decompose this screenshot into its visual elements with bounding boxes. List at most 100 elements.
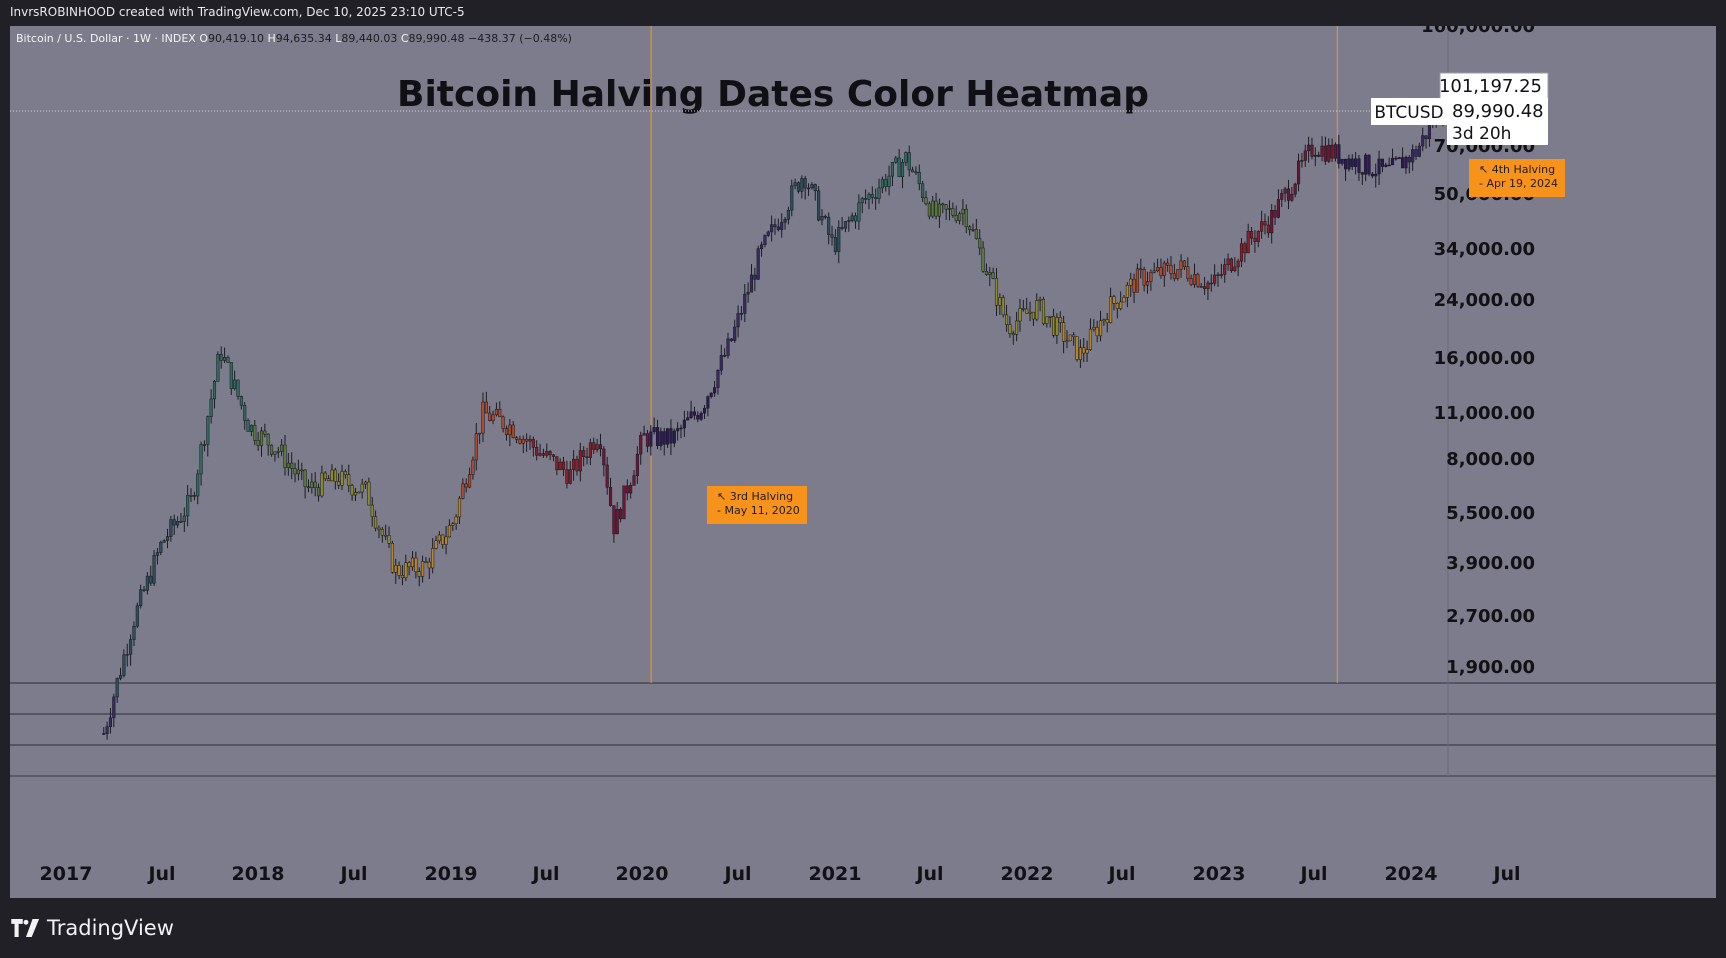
- candle-body: [1394, 157, 1398, 160]
- candle: [676, 422, 680, 441]
- candle: [155, 547, 159, 565]
- candle-body: [568, 469, 572, 484]
- candle: [572, 450, 576, 481]
- candle-body: [1387, 164, 1391, 167]
- candle-body: [870, 194, 874, 198]
- candle-body: [941, 203, 945, 206]
- candle-body: [1343, 158, 1348, 170]
- candle-body: [776, 226, 780, 230]
- candle-body: [1256, 231, 1260, 242]
- candle: [1162, 260, 1166, 287]
- candle-body: [1065, 340, 1069, 343]
- candle-body: [635, 453, 639, 476]
- candle-body: [1223, 264, 1227, 275]
- candle-body: [806, 187, 811, 190]
- candle: [561, 456, 566, 477]
- candle: [511, 420, 515, 439]
- candle: [639, 431, 643, 465]
- candle: [843, 221, 848, 233]
- candle-body: [706, 396, 710, 409]
- candle: [1340, 158, 1344, 166]
- candle-body: [1219, 274, 1223, 276]
- candle: [1300, 153, 1304, 168]
- candle: [323, 471, 327, 482]
- candle: [263, 423, 267, 438]
- candle-body: [1182, 260, 1186, 268]
- candle: [911, 166, 915, 173]
- candle: [726, 332, 730, 359]
- candle: [296, 459, 300, 481]
- candle: [994, 268, 999, 316]
- candle-body: [377, 527, 381, 530]
- candle-body: [1260, 221, 1264, 232]
- candle: [1152, 262, 1156, 274]
- candle-body: [746, 291, 750, 295]
- candle: [152, 550, 156, 586]
- candle: [343, 469, 347, 479]
- candle: [239, 395, 243, 410]
- price-chart[interactable]: Bitcoin Halving Dates Color Heatmap Bitco…: [10, 26, 1716, 898]
- candle-body: [1380, 158, 1384, 167]
- candle-body: [155, 552, 159, 556]
- candle: [276, 447, 280, 459]
- candle: [608, 477, 613, 507]
- candle-body: [504, 428, 509, 436]
- candle-body: [565, 469, 569, 484]
- candle: [827, 212, 831, 245]
- candle-body: [595, 444, 599, 450]
- candle-body: [1129, 278, 1133, 286]
- candle-body: [622, 485, 626, 520]
- chart-pane[interactable]: Bitcoin Halving Dates Color Heatmap Bitco…: [10, 26, 1716, 898]
- candle-body: [827, 216, 831, 236]
- candle-body: [115, 678, 119, 698]
- candle: [1045, 316, 1049, 328]
- candle-body: [310, 481, 314, 488]
- candle-body: [1199, 286, 1203, 288]
- candle: [1414, 145, 1418, 160]
- halving-label-title: ↖ 3rd Halving: [717, 490, 793, 503]
- candle: [357, 491, 361, 494]
- candle: [692, 406, 696, 420]
- candle-body: [696, 415, 700, 420]
- y-tick-label: 24,000.00: [1434, 290, 1535, 311]
- candle: [504, 425, 509, 441]
- last-price-label: 89,990.48: [1452, 101, 1544, 122]
- candle-body: [760, 244, 764, 249]
- candle-body: [1031, 311, 1035, 320]
- candle: [337, 473, 341, 489]
- candle: [427, 557, 431, 580]
- candle: [457, 495, 462, 524]
- candle: [444, 526, 448, 555]
- candle: [1192, 263, 1197, 288]
- candle: [437, 531, 441, 544]
- candle: [1374, 163, 1378, 188]
- candle: [434, 535, 438, 550]
- candle: [1048, 315, 1052, 328]
- candle-body: [1364, 154, 1368, 175]
- candle: [1239, 238, 1244, 268]
- candle: [894, 155, 898, 164]
- candle-body: [112, 696, 116, 719]
- candle: [397, 561, 401, 580]
- candle-body: [212, 381, 217, 400]
- candle: [1015, 311, 1019, 342]
- candle-body: [1132, 278, 1136, 293]
- candle: [666, 428, 670, 449]
- candle: [451, 521, 455, 532]
- candle: [1320, 136, 1324, 162]
- candle-body: [1028, 311, 1032, 314]
- candle-body: [481, 401, 485, 434]
- candle: [1223, 258, 1227, 283]
- candle: [1018, 298, 1022, 332]
- candle-body: [1233, 266, 1237, 271]
- candle-body: [1266, 224, 1270, 234]
- candle: [1404, 155, 1408, 174]
- candle: [981, 241, 985, 273]
- candle: [847, 216, 851, 232]
- candle-body: [766, 231, 770, 236]
- candle-body: [1125, 285, 1129, 298]
- candle: [1145, 271, 1150, 294]
- candle-body: [1213, 274, 1217, 284]
- candle: [404, 554, 408, 582]
- ticker-label: BTCUSD: [1374, 103, 1443, 123]
